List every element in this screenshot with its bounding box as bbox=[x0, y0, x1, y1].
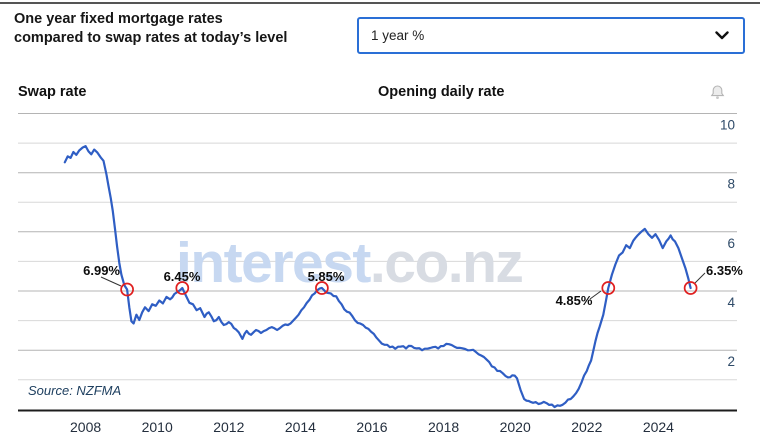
y-tick-label: 10 bbox=[720, 118, 735, 133]
swap-rate-chart: interest.co.nz 2 4 6 8 10 2008 2010 2012 2014 2016… bbox=[0, 105, 760, 444]
annotation-label: 5.85% bbox=[308, 269, 345, 284]
y-tick-label: 8 bbox=[727, 177, 735, 192]
annotation-circle bbox=[315, 281, 329, 295]
swap-rate-series-line bbox=[63, 145, 692, 409]
annotation-label: 4.85% bbox=[556, 293, 593, 308]
series-label-opening-daily-rate: Opening daily rate bbox=[378, 84, 505, 100]
x-tick-label: 2022 bbox=[571, 419, 602, 435]
page-title-line1: One year fixed mortgage rates bbox=[14, 11, 223, 27]
chevron-down-icon bbox=[715, 31, 729, 40]
term-select-dropdown[interactable]: 1 year % bbox=[357, 17, 745, 54]
x-tick-label: 2024 bbox=[643, 419, 674, 435]
source-note: Source: NZFMA bbox=[28, 383, 122, 398]
term-select-value: 1 year % bbox=[371, 28, 425, 43]
x-tick-label: 2020 bbox=[500, 419, 531, 435]
swap-rate-chart-canvas: interest.co.nz 2 4 6 8 10 2008 2010 2012 2014 2016… bbox=[18, 113, 743, 435]
page-title: One year fixed mortgage rates compared t… bbox=[14, 10, 344, 48]
annotation-circle bbox=[683, 281, 698, 295]
annotation-label: 6.99% bbox=[83, 263, 120, 278]
annotation-circle bbox=[120, 282, 134, 297]
x-tick-label: 2012 bbox=[213, 419, 244, 435]
x-tick-label: 2010 bbox=[142, 419, 173, 435]
y-tick-label: 6 bbox=[727, 236, 735, 251]
annotation-circle bbox=[601, 281, 616, 295]
annotation-circle bbox=[175, 281, 190, 295]
chart-title-swap-rate: Swap rate bbox=[18, 84, 87, 100]
annotation-leader-line bbox=[100, 276, 122, 287]
top-divider bbox=[0, 2, 760, 4]
bell-icon[interactable] bbox=[709, 84, 726, 101]
watermark-text: interest.co.nz bbox=[176, 231, 522, 295]
x-tick-label: 2018 bbox=[428, 419, 459, 435]
annotation-leader-line bbox=[589, 290, 602, 300]
y-tick-label: 2 bbox=[727, 354, 735, 369]
annotation-leader-line bbox=[693, 272, 706, 285]
annotation-label: 6.45% bbox=[164, 269, 201, 284]
x-tick-label: 2014 bbox=[285, 419, 316, 435]
x-tick-label: 2016 bbox=[356, 419, 387, 435]
x-tick-label: 2008 bbox=[70, 419, 101, 435]
bell-clapper bbox=[716, 96, 719, 99]
page-title-line2: compared to swap rates at today’s level bbox=[14, 30, 288, 46]
annotation-label: 6.35% bbox=[706, 263, 743, 278]
y-tick-label: 4 bbox=[727, 295, 735, 310]
